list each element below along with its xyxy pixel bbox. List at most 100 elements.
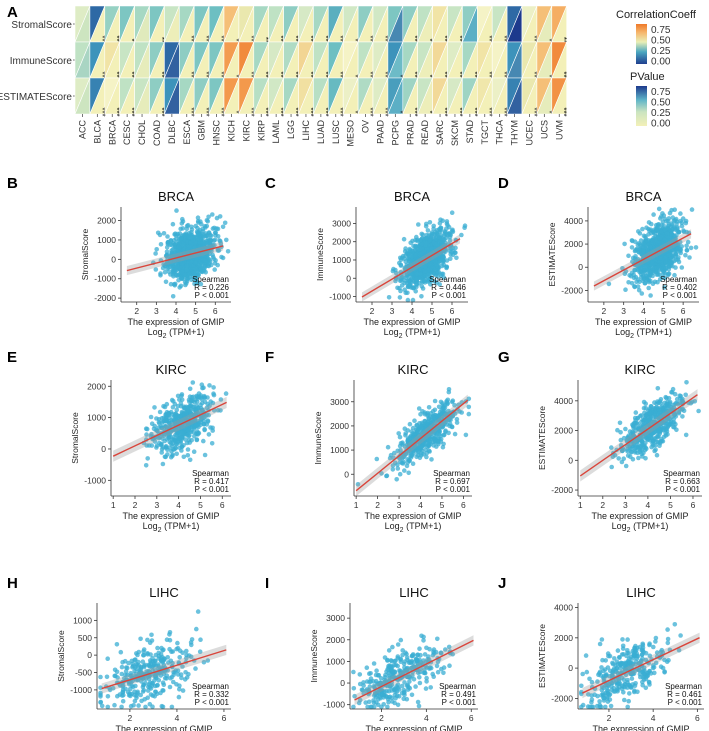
significance-mark: ** (261, 37, 270, 43)
data-point (193, 254, 198, 259)
data-point (157, 421, 162, 426)
x-tick-label: 3 (621, 306, 626, 316)
data-point (185, 453, 191, 458)
y-tick-label: 0 (578, 262, 583, 272)
significance-mark: *** (202, 107, 211, 116)
data-point (141, 647, 147, 652)
significance-mark: *** (127, 107, 136, 116)
y-tick-label: 3000 (330, 397, 349, 407)
column-label: OV (361, 120, 371, 133)
data-point (202, 395, 207, 400)
data-point (409, 248, 415, 253)
data-point (161, 231, 167, 236)
data-point (628, 454, 633, 460)
x-tick-label: 5 (193, 306, 198, 316)
stats-method: Spearman (192, 275, 229, 284)
data-point (640, 274, 646, 279)
data-point (435, 438, 440, 444)
column-label: UCS (539, 120, 549, 139)
data-point (666, 395, 672, 401)
data-point (424, 235, 429, 241)
data-point (661, 213, 667, 218)
significance-mark: ** (157, 37, 166, 43)
data-point (112, 702, 117, 708)
column-label: THYM (510, 120, 520, 146)
data-point (450, 229, 456, 235)
data-point (163, 263, 168, 269)
data-point (114, 669, 120, 675)
data-point (174, 646, 179, 652)
significance-mark: ** (559, 37, 568, 43)
data-point (654, 452, 660, 458)
stats-p: P < 0.001 (666, 485, 701, 494)
column-label: LIHC (301, 120, 311, 141)
significance-mark: *** (97, 35, 106, 44)
data-point (211, 238, 217, 244)
data-point (446, 430, 451, 436)
data-point (126, 660, 131, 666)
column-label: SKCM (450, 120, 460, 146)
chart-title: BRCA (394, 189, 430, 204)
significance-mark: *** (485, 71, 494, 80)
significance-mark: * (231, 74, 240, 77)
significance-mark: *** (336, 71, 345, 80)
data-point (680, 216, 686, 221)
data-point (188, 260, 194, 265)
significance-mark: *** (202, 35, 211, 44)
data-point (164, 253, 169, 259)
data-point (149, 632, 154, 638)
data-point (212, 261, 218, 266)
x-tick-label: 2 (134, 306, 139, 316)
data-point (440, 401, 445, 406)
column-label: KIRP (256, 120, 266, 141)
data-point (416, 222, 421, 227)
significance-mark: *** (306, 71, 315, 80)
x-tick-label: 5 (198, 500, 203, 510)
significance-mark: *** (529, 107, 538, 116)
data-point (154, 445, 159, 450)
data-point (165, 239, 171, 245)
x-tick-label: 1 (578, 500, 583, 510)
data-point (629, 245, 635, 250)
significance-mark: *** (440, 107, 449, 116)
y-tick-label: -1000 (84, 475, 106, 485)
legend-tick-label: 0.25 (651, 108, 671, 119)
data-point (128, 703, 134, 709)
significance-mark: *** (217, 107, 226, 116)
data-point (162, 269, 168, 275)
data-point (202, 452, 208, 458)
data-point (160, 461, 166, 467)
significance-mark: *** (500, 107, 509, 116)
x-tick-label: 4 (418, 500, 423, 510)
data-point (152, 423, 157, 429)
data-point (386, 295, 392, 300)
data-point (626, 253, 631, 259)
significance-mark: *** (261, 71, 270, 80)
data-point (188, 240, 193, 245)
panel-label: H (7, 575, 18, 592)
data-point (157, 232, 163, 238)
y-tick-label: 4000 (564, 216, 583, 226)
data-point (145, 695, 150, 700)
data-point (148, 414, 154, 420)
data-point (207, 383, 212, 388)
data-point (676, 229, 681, 235)
data-point (181, 247, 186, 253)
data-point (406, 470, 412, 476)
data-point (140, 659, 146, 664)
data-point (425, 228, 431, 233)
x-tick-label: 2 (600, 500, 605, 510)
significance-mark: *** (217, 71, 226, 80)
x-tick-label: 2 (601, 306, 606, 316)
data-point (652, 400, 657, 405)
data-point (120, 698, 126, 704)
data-point (641, 241, 647, 247)
data-point (631, 425, 636, 431)
data-point (636, 287, 642, 293)
data-point (438, 217, 443, 222)
data-point (384, 473, 390, 479)
x-tick-label: 2 (370, 306, 375, 316)
data-point (178, 440, 183, 446)
data-point (176, 694, 182, 700)
x-tick-label: 6 (681, 306, 686, 316)
